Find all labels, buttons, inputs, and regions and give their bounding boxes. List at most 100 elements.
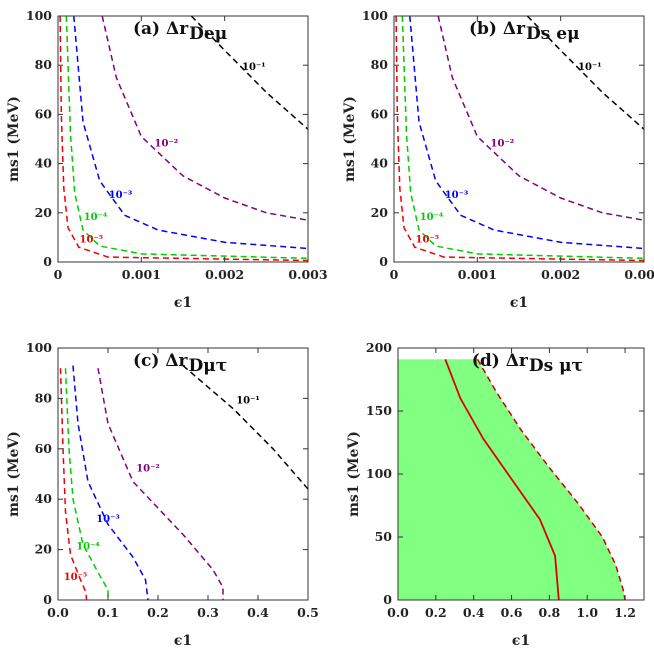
panel-title-subscript: Ds μτ <box>529 356 583 376</box>
contour-line-4 <box>401 15 645 260</box>
contour-label: 10⁻³ <box>445 190 469 201</box>
panel-b: 10⁻¹ 10⁻² 10⁻³10⁻⁴ 10⁻⁵ 0 0.001 0.002 0.003 0 20 4… <box>342 8 654 311</box>
panel-c: 10⁻¹ 10⁻² 10⁻³ 10⁻⁴ 10⁻⁵ 0.0 0.1 0.2 0.3 0.4 0.5 0 2… <box>6 340 319 649</box>
x-tick-label: 0.001 <box>122 267 161 282</box>
y-tick-label: 20 <box>371 205 389 220</box>
contour-label: 10⁻⁵ <box>80 234 104 245</box>
x-tick-label: 0.003 <box>288 267 327 282</box>
contour-label: 10⁻² <box>155 138 179 149</box>
x-tick-label: 0.002 <box>541 267 580 282</box>
y-tick-label: 100 <box>26 8 52 23</box>
y-tick-label: 80 <box>371 57 389 72</box>
contour-label: 10⁻⁵ <box>416 234 440 245</box>
contour-label: 10⁻⁴ <box>76 542 100 553</box>
y-tick-label: 40 <box>371 156 389 171</box>
panel-title: (b) Δr <box>469 19 526 39</box>
contour-label: 10⁻⁵ <box>64 572 88 583</box>
y-tick-label: 60 <box>371 106 389 121</box>
x-axis-label: ϵ1 <box>510 295 528 311</box>
contour-line-2 <box>101 15 309 221</box>
x-tick-label: 0 <box>54 267 63 282</box>
y-tick-label: 200 <box>366 340 392 355</box>
x-tick-label: 0.6 <box>501 605 523 620</box>
plot-frame <box>393 15 645 263</box>
x-tick-label: 0.001 <box>458 267 497 282</box>
x-tick-label: 0.003 <box>624 267 654 282</box>
contour-line-2 <box>97 368 224 600</box>
panel-title-subscript: Deμ <box>189 24 227 44</box>
x-tick-label: 0.4 <box>463 605 485 620</box>
y-tick-label: 60 <box>35 441 53 456</box>
y-axis-label: ms1 (MeV) <box>342 96 358 182</box>
x-tick-label: 0.0 <box>47 605 69 620</box>
x-tick-label: 0.2 <box>425 605 447 620</box>
y-tick-label: 0 <box>383 592 392 607</box>
panel-title-subscript: Ds eμ <box>526 24 580 44</box>
y-tick-label: 80 <box>35 390 53 405</box>
contour-label: 10⁻⁴ <box>84 212 108 223</box>
contour-line-2 <box>444 358 560 601</box>
contour-line-4 <box>64 368 109 600</box>
y-axis-label: ms1 (MeV) <box>6 96 22 182</box>
contour-label: 10⁻¹ <box>578 62 602 73</box>
panel-title: (c) Δr <box>133 351 189 371</box>
y-tick-label: 100 <box>362 8 388 23</box>
y-tick-label: 20 <box>35 205 53 220</box>
x-tick-label: 1.2 <box>614 605 636 620</box>
contour-line-1 <box>182 365 309 490</box>
y-tick-label: 0 <box>43 592 52 607</box>
x-axis-label: ϵ1 <box>512 633 530 649</box>
panel-title: (d) Δr <box>472 351 529 371</box>
x-axis-label: ϵ1 <box>174 633 192 649</box>
y-tick-label: 0 <box>379 254 388 269</box>
x-tick-label: 0.002 <box>205 267 244 282</box>
y-tick-label: 150 <box>366 403 392 418</box>
y-tick-label: 0 <box>43 254 52 269</box>
x-tick-label: 0.8 <box>539 605 561 620</box>
contour-line-4 <box>65 15 309 260</box>
x-tick-label: 1.0 <box>576 605 598 620</box>
contour-line-1 <box>526 15 645 130</box>
y-tick-label: 40 <box>35 156 53 171</box>
y-tick-label: 40 <box>35 491 53 506</box>
y-tick-label: 60 <box>35 106 53 121</box>
panel-title: (a) Δr <box>133 19 189 39</box>
contour-label: 10⁻¹ <box>242 62 266 73</box>
x-tick-label: 0.5 <box>297 605 319 620</box>
contour-line-3 <box>73 15 309 250</box>
plot-frame <box>57 347 309 601</box>
x-tick-label: 0.3 <box>197 605 219 620</box>
panel-a: 10⁻¹ 10⁻² 10⁻³10⁻⁴ 10⁻⁵ 0 0.001 0.002 0.003 0 20 4… <box>6 8 328 311</box>
contour-line-5 <box>59 15 309 262</box>
y-axis-label: ms1 (MeV) <box>346 431 362 517</box>
x-tick-label: 0.4 <box>247 605 269 620</box>
contour-label: 10⁻² <box>491 138 515 149</box>
y-tick-label: 50 <box>375 529 393 544</box>
y-axis-label: ms1 (MeV) <box>6 431 22 517</box>
contour-line-3 <box>409 15 645 250</box>
contour-label: 10⁻⁴ <box>420 212 444 223</box>
contour-line-2 <box>437 15 645 221</box>
x-tick-label: 0.2 <box>147 605 169 620</box>
contour-line-5 <box>59 368 88 601</box>
contour-line-1 <box>190 15 309 130</box>
panel-title-subscript: Dμτ <box>189 356 228 376</box>
x-tick-label: 0.0 <box>387 605 409 620</box>
y-tick-label: 100 <box>26 340 52 355</box>
x-tick-label: 0.1 <box>97 605 119 620</box>
y-tick-label: 100 <box>366 466 392 481</box>
y-tick-label: 20 <box>35 542 53 557</box>
contour-label: 10⁻³ <box>109 190 133 201</box>
x-tick-label: 0 <box>390 267 399 282</box>
contour-label: 10⁻¹ <box>236 395 260 406</box>
contour-line-1 <box>476 358 626 601</box>
contour-label: 10⁻² <box>136 463 160 474</box>
panel-d: 0.0 0.2 0.4 0.6 0.8 1.0 1.2 0 50 100 150 200 ϵ1 ms1 (… <box>346 340 645 649</box>
x-axis-label: ϵ1 <box>174 295 192 311</box>
contour-line-3 <box>72 365 149 601</box>
plot-frame <box>57 15 309 263</box>
contour-line-5 <box>395 15 645 262</box>
y-tick-label: 80 <box>35 57 53 72</box>
contour-label: 10⁻³ <box>96 514 120 525</box>
